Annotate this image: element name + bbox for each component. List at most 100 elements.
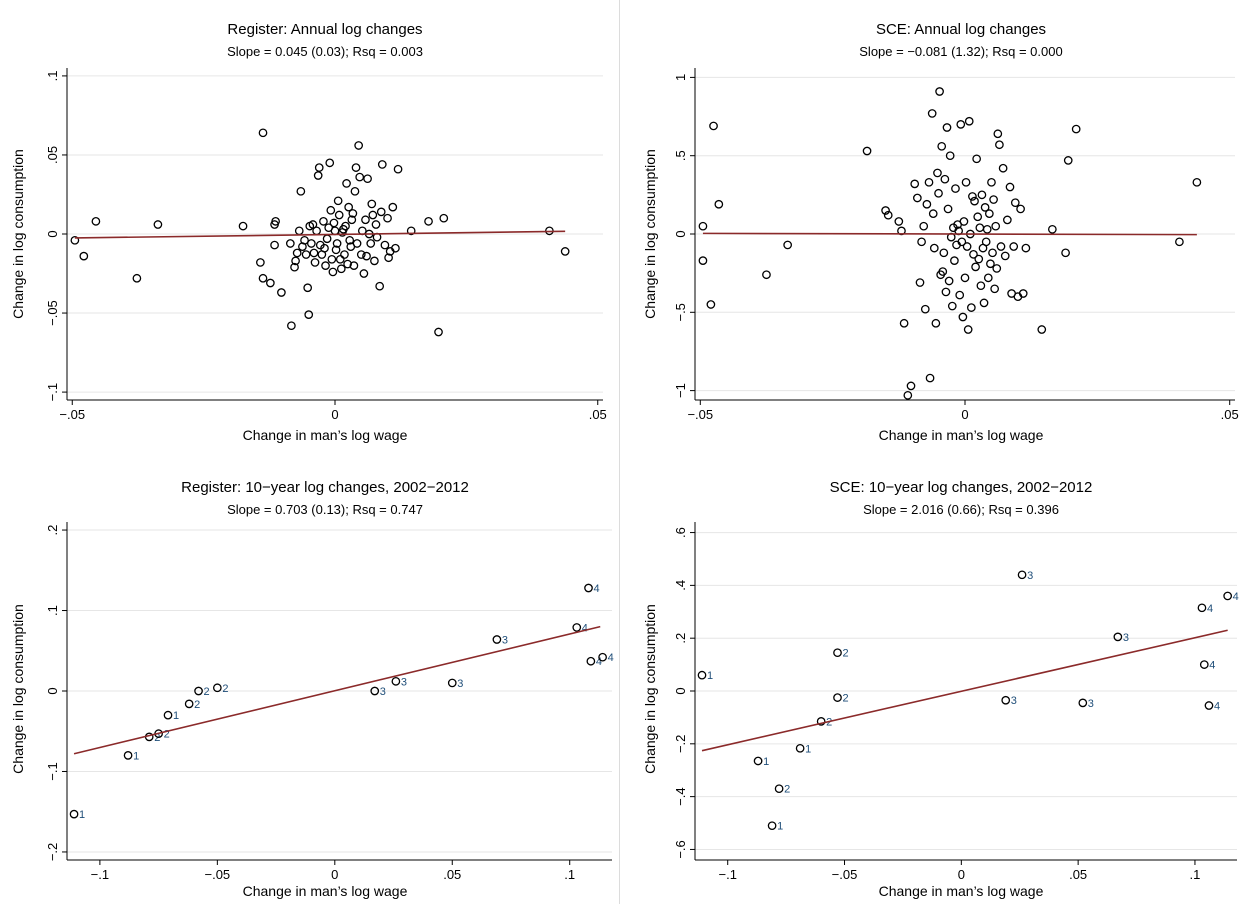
data-point	[943, 204, 953, 214]
data-point	[310, 258, 320, 267]
y-tick-label: −.4	[673, 787, 688, 805]
data-point	[698, 221, 708, 231]
point-label: 3	[457, 678, 463, 690]
data-point	[959, 217, 969, 226]
data-point	[447, 678, 457, 688]
data-point	[1010, 198, 1020, 208]
data-point	[935, 87, 944, 96]
data-point	[940, 174, 950, 184]
data-point	[709, 121, 718, 131]
data-point	[714, 199, 724, 209]
data-point	[331, 245, 341, 255]
y-tick-label: −.5	[673, 303, 688, 321]
point-label: 2	[784, 784, 790, 796]
y-tick-label: −.05	[45, 300, 60, 326]
data-point	[307, 239, 316, 248]
point-label: 2	[164, 729, 170, 741]
data-point	[300, 235, 309, 245]
chart-sce-10yr: SCE: 10−year log changes, 2002−2012 Slop…	[642, 479, 1239, 899]
data-point	[937, 141, 947, 151]
x-tick-label: .05	[589, 407, 607, 422]
data-point	[256, 258, 265, 267]
data-point	[277, 288, 286, 297]
y-tick-label: .05	[45, 146, 60, 164]
data-point	[762, 270, 771, 280]
point-label: 4	[582, 622, 588, 634]
data-point	[285, 239, 295, 248]
data-point	[1016, 204, 1025, 214]
data-point	[1009, 242, 1019, 251]
data-point	[212, 683, 222, 693]
point-label: 1	[777, 821, 783, 833]
data-point	[69, 809, 79, 819]
point-label: 4	[594, 583, 600, 595]
data-point	[969, 250, 978, 259]
data-point	[944, 276, 954, 286]
data-point	[753, 756, 763, 766]
y-tick-label: 0	[673, 687, 688, 694]
data-point	[985, 209, 994, 218]
data-point	[1192, 177, 1202, 187]
point-label: 2	[843, 648, 849, 660]
point-label: 3	[1011, 695, 1017, 707]
data-point	[933, 168, 942, 178]
data-point	[343, 259, 352, 269]
data-point	[371, 220, 381, 229]
data-point	[345, 235, 355, 245]
chart-register-10yr: Register: 10−year log changes, 2002−2012…	[10, 479, 614, 899]
point-label: 3	[1088, 698, 1094, 710]
data-point	[915, 278, 925, 287]
data-point	[1197, 603, 1207, 613]
data-point	[287, 321, 296, 331]
data-point	[1018, 289, 1028, 298]
data-point	[598, 652, 607, 662]
y-tick-label: 1	[673, 74, 688, 81]
point-label: 1	[79, 809, 85, 821]
data-point	[347, 215, 357, 225]
y-tick-label: .5	[673, 150, 688, 161]
data-point	[987, 177, 996, 187]
y-axis-label: Change in log consumption	[10, 604, 26, 774]
data-point	[917, 237, 926, 247]
data-point	[919, 221, 929, 231]
data-point	[393, 164, 403, 174]
data-point	[321, 261, 330, 270]
point-label: 1	[173, 710, 179, 722]
data-point	[981, 237, 991, 247]
x-axis-label: Change in man’s log wage	[243, 427, 408, 443]
data-point	[964, 116, 974, 126]
x-axis-label: Change in man’s log wage	[243, 883, 408, 899]
data-point	[903, 390, 913, 400]
data-point	[391, 243, 400, 253]
data-point	[238, 221, 248, 231]
x-tick-label: −.05	[59, 407, 85, 422]
data-point	[359, 269, 369, 278]
y-tick-label: .2	[673, 633, 688, 644]
data-point	[270, 240, 279, 250]
y-tick-label: .6	[673, 527, 688, 538]
point-label: 1	[707, 670, 713, 682]
data-point	[332, 239, 342, 248]
data-point	[314, 163, 324, 172]
data-point	[349, 261, 359, 270]
point-label: 2	[826, 716, 832, 728]
data-point	[184, 699, 194, 709]
data-point	[388, 202, 398, 212]
data-point	[971, 262, 980, 272]
data-point	[942, 123, 952, 132]
data-point	[929, 243, 939, 253]
data-point	[881, 206, 890, 215]
data-point	[998, 163, 1008, 173]
x-tick-label: 0	[331, 407, 338, 422]
data-point	[957, 237, 967, 247]
point-label: 1	[805, 743, 811, 755]
point-label: 4	[1214, 701, 1220, 713]
data-point	[368, 210, 378, 220]
data-point	[350, 186, 360, 196]
point-label: 3	[380, 686, 386, 698]
data-point	[351, 163, 361, 172]
data-point	[266, 278, 275, 288]
data-point	[906, 381, 916, 391]
data-point	[1204, 701, 1214, 710]
